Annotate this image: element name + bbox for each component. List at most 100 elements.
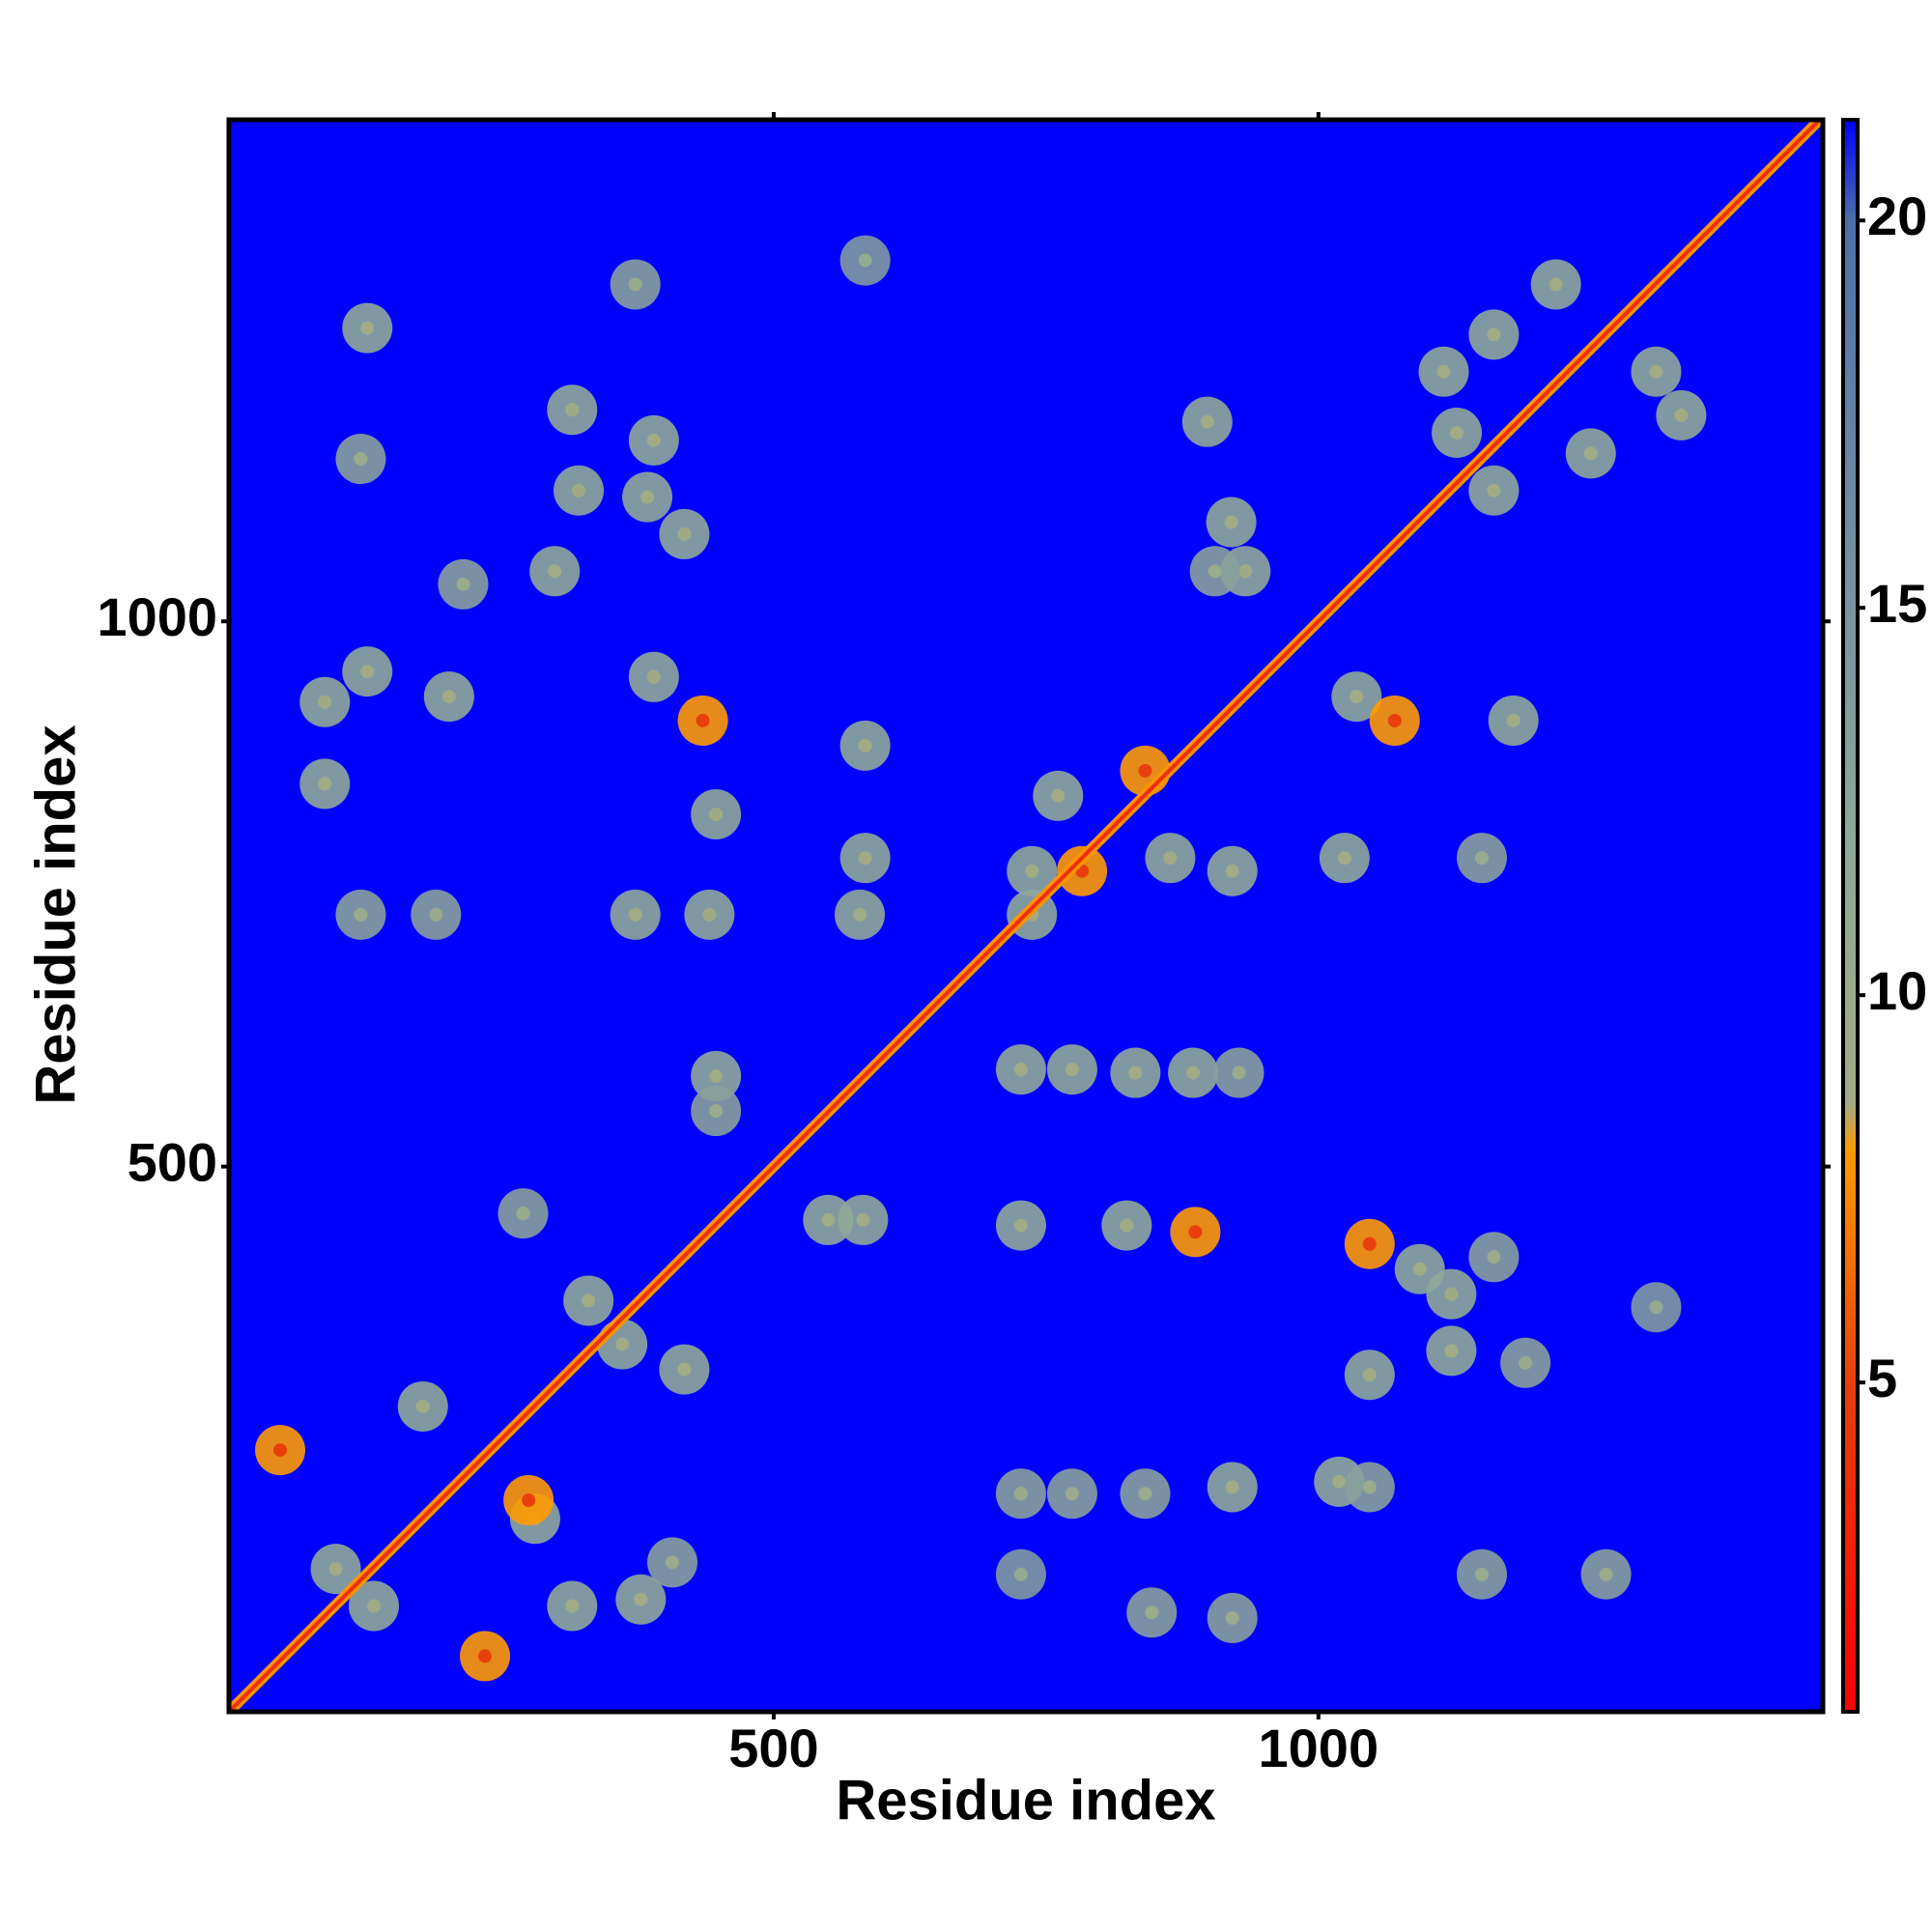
contact-core — [821, 1212, 836, 1227]
contact-core — [354, 452, 368, 467]
contact-core — [1362, 1480, 1377, 1494]
contact-core — [1013, 1567, 1028, 1581]
contact-core — [1238, 564, 1253, 579]
colorbar-tick-label: 10 — [1867, 960, 1927, 1021]
contact-core — [1224, 515, 1238, 529]
contact-core — [456, 577, 470, 591]
contact-core — [1487, 1250, 1501, 1264]
contact-core — [646, 669, 661, 684]
contact-core — [1599, 1567, 1613, 1581]
contact-core — [565, 403, 580, 417]
contact-core — [354, 907, 368, 922]
contact-core — [677, 526, 692, 541]
contact-core — [858, 851, 872, 866]
contact-core — [1436, 364, 1451, 379]
contact-core — [1163, 851, 1178, 866]
contact-core — [1474, 851, 1489, 866]
contact-core — [1232, 1065, 1246, 1080]
contact-core — [677, 1362, 692, 1377]
contact-core — [1025, 864, 1039, 878]
contact-core — [1051, 788, 1065, 803]
contact-core — [1065, 1063, 1079, 1077]
contact-core — [709, 808, 724, 822]
contact-core — [1208, 564, 1222, 579]
contact-core — [522, 1493, 536, 1508]
contact-core — [1548, 277, 1563, 292]
contact-core — [1649, 1300, 1663, 1315]
contact-core — [273, 1443, 288, 1458]
contact-core — [1013, 1218, 1028, 1233]
contact-core — [615, 1337, 630, 1351]
contact-core — [646, 433, 661, 447]
contact-core — [582, 1293, 596, 1308]
contact-core — [572, 483, 586, 497]
contact-core — [1362, 1236, 1377, 1251]
x-axis-title: Residue index — [836, 1769, 1215, 1832]
contact-core — [516, 1207, 530, 1221]
contact-core — [1350, 690, 1364, 704]
x-tick-label: 1000 — [1259, 1718, 1379, 1778]
contact-core — [666, 1555, 680, 1570]
contact-core — [1412, 1262, 1427, 1276]
contact-core — [1138, 763, 1152, 778]
colorbar-tick-label: 5 — [1867, 1348, 1897, 1408]
plot-frame — [226, 117, 1826, 1715]
colorbar — [1841, 118, 1860, 1714]
contact-core — [1444, 1344, 1459, 1358]
contact-core — [1583, 446, 1598, 461]
contact-core — [548, 564, 562, 579]
contact-core — [702, 907, 717, 922]
contact-core — [415, 1399, 430, 1413]
contact-core — [478, 1649, 493, 1663]
contact-core — [856, 1212, 870, 1227]
contacts — [229, 120, 1823, 1712]
contact-core — [1138, 1487, 1152, 1501]
contact-core — [1225, 864, 1239, 878]
contact-core — [328, 1562, 343, 1577]
contact-core — [441, 690, 456, 704]
contact-core — [1474, 1567, 1489, 1581]
contact-core — [1186, 1065, 1201, 1080]
contact-core — [1145, 1605, 1159, 1620]
contact-core — [858, 738, 872, 753]
contact-core — [1188, 1225, 1203, 1239]
contact-core — [634, 1592, 648, 1606]
contact-core — [1120, 1218, 1134, 1233]
contact-core — [628, 277, 642, 292]
contact-core — [1506, 713, 1520, 727]
contact-core — [1674, 408, 1689, 422]
contact-core — [318, 695, 332, 709]
contact-core — [1225, 1610, 1239, 1625]
contact-core — [1065, 1487, 1079, 1501]
y-tick-label: 500 — [128, 1131, 217, 1192]
diagonal — [229, 120, 1822, 1712]
contact-core — [1487, 327, 1501, 342]
contact-core — [696, 713, 710, 727]
contact-core — [858, 253, 872, 268]
contact-core — [709, 1068, 724, 1083]
contact-core — [360, 665, 375, 679]
contact-core — [429, 907, 443, 922]
y-tick-label: 1000 — [97, 586, 217, 647]
contact-core — [1013, 1487, 1028, 1501]
contact-core — [318, 777, 332, 791]
contact-core — [1649, 364, 1663, 379]
contact-core — [628, 907, 642, 922]
contact-core — [1337, 851, 1351, 866]
contact-core — [1225, 1480, 1239, 1494]
contact-core — [1128, 1065, 1143, 1080]
x-tick-label: 500 — [728, 1718, 818, 1778]
y-axis-title: Residue index — [24, 724, 87, 1104]
contact-core — [853, 907, 867, 922]
contact-core — [1362, 1368, 1377, 1382]
contact-core — [367, 1599, 381, 1613]
contact-core — [1487, 483, 1501, 497]
contact-core — [1387, 713, 1402, 727]
contact-core — [1013, 1063, 1028, 1077]
contact-core — [1200, 414, 1214, 429]
contact-core — [360, 321, 375, 335]
colorbar-tick-label: 20 — [1867, 185, 1927, 246]
colorbar-tick-label: 15 — [1867, 573, 1927, 634]
contact-core — [640, 490, 655, 504]
